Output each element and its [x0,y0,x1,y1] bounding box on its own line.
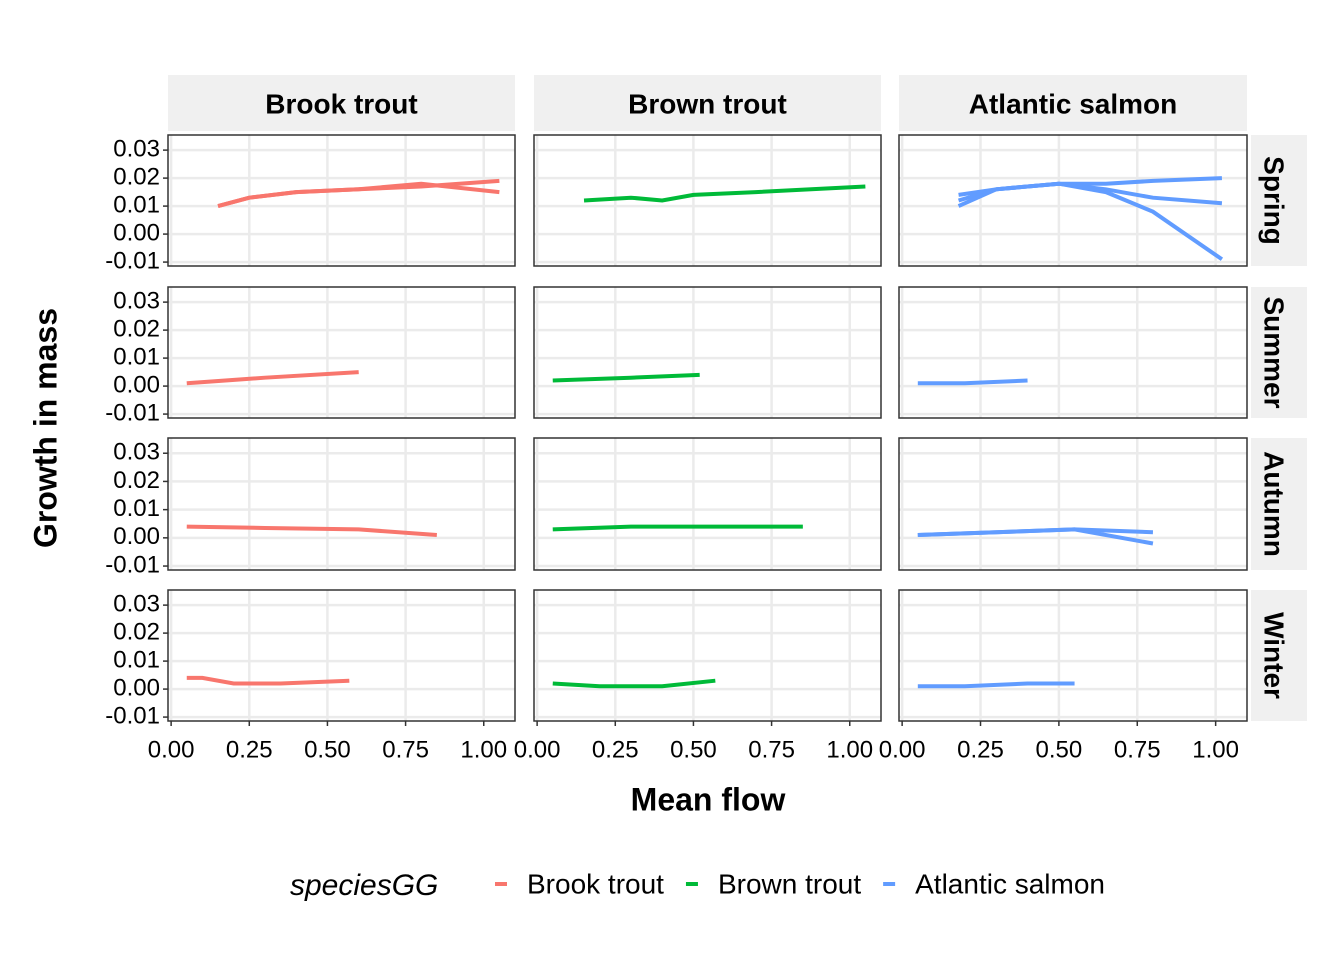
y-tick-label: 0.02 [113,618,160,645]
x-tick-label: 0.00 [879,736,926,763]
trend-line [217,178,500,209]
y-tick-label: 0.01 [113,495,160,522]
panel-border [898,437,1248,571]
strip-label: Summer [1259,296,1290,408]
y-tick-label: 0.02 [113,163,160,190]
y-tick-label: 0.03 [113,287,160,314]
y-tick-label: -0.01 [105,399,160,426]
x-tick-label: 0.50 [304,736,351,763]
strip [1251,287,1307,418]
trend-line [917,378,1028,386]
strip-label: Spring [1259,156,1290,245]
x-tick-label: 0.25 [226,736,273,763]
x-tick-label: 0.75 [382,736,429,763]
legend-label: Atlantic salmon [915,868,1105,899]
x-axis-label: Mean flow [631,781,786,817]
y-tick-label: -0.01 [105,702,160,729]
x-tick-label: 1.00 [460,736,507,763]
y-tick-label: 0.00 [113,674,160,701]
strip-label: Atlantic salmon [969,88,1177,119]
y-tick-label: 0.02 [113,315,160,342]
trend-line [186,675,350,686]
legend-label: Brown trout [718,868,861,899]
strip [168,75,515,131]
panel-border [898,286,1248,419]
x-tick-label: 0.00 [514,736,561,763]
trend-line [552,678,716,689]
strip-label: Brook trout [265,88,417,119]
y-tick-label: -0.01 [105,551,160,578]
x-tick-label: 0.50 [670,736,717,763]
y-tick-label: 0.02 [113,467,160,494]
y-tick-label: 0.03 [113,135,160,162]
panel-border [533,286,882,419]
y-axis-label: Growth in mass [27,308,63,548]
y-tick-label: 0.01 [113,343,160,370]
trend-line [552,372,700,383]
strip [1251,590,1307,721]
panel-border [533,134,882,267]
trend-line [552,524,803,532]
panel-border [533,589,882,722]
trend-line [217,181,500,209]
strip-label: Autumn [1259,451,1290,557]
panel-border [898,589,1248,722]
trend-line [957,181,1223,206]
strip [1251,135,1307,266]
legend-title: speciesGG [290,869,438,902]
strip-label: Brown trout [628,88,787,119]
x-tick-label: 0.25 [592,736,639,763]
strip-label: Winter [1259,612,1290,699]
panel-border [167,437,516,571]
trend-line [917,527,1154,546]
x-tick-label: 1.00 [826,736,873,763]
strip [534,75,881,131]
y-tick-label: 0.00 [113,371,160,398]
y-tick-label: 0.01 [113,646,160,673]
strip [1251,438,1307,570]
trend-line [583,184,866,203]
x-tick-label: 0.00 [148,736,195,763]
x-tick-label: 0.75 [1114,736,1161,763]
trend-line [957,181,1224,261]
legend-label: Brook trout [527,868,664,899]
trend-line [186,370,359,386]
y-tick-label: 0.00 [113,219,160,246]
x-tick-label: 1.00 [1192,736,1239,763]
panel-border [167,589,516,722]
y-tick-label: 0.01 [113,191,160,218]
panel-border [898,134,1248,267]
strip [899,75,1247,131]
trend-line [917,681,1075,689]
y-tick-label: 0.00 [113,523,160,550]
x-tick-label: 0.75 [748,736,795,763]
y-tick-label: -0.01 [105,247,160,274]
trend-line [186,524,437,538]
panel-border [167,134,516,267]
y-tick-label: 0.03 [113,439,160,466]
panel-border [167,286,516,419]
x-tick-label: 0.25 [957,736,1004,763]
panel-border [533,437,882,571]
x-tick-label: 0.50 [1036,736,1083,763]
y-tick-label: 0.03 [113,590,160,617]
